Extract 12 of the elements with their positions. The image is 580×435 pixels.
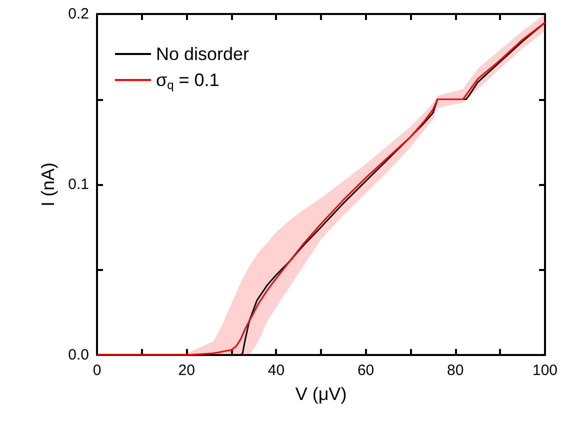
legend-label: No disorder	[156, 44, 250, 64]
x-tick-label: 0	[92, 362, 102, 379]
x-tick-label: 40	[268, 362, 285, 379]
x-axis-title: V (μV)	[295, 384, 347, 404]
x-tick-label: 100	[532, 362, 558, 379]
x-tick-label: 60	[357, 362, 374, 379]
y-tick-label: 0.1	[68, 176, 89, 193]
y-axis-title: I (nA)	[38, 162, 58, 207]
x-tick-label: 20	[178, 362, 195, 379]
x-tick-label: 80	[447, 362, 464, 379]
y-tick-label: 0.0	[68, 346, 89, 364]
y-tick-label: 0.2	[68, 6, 89, 22]
